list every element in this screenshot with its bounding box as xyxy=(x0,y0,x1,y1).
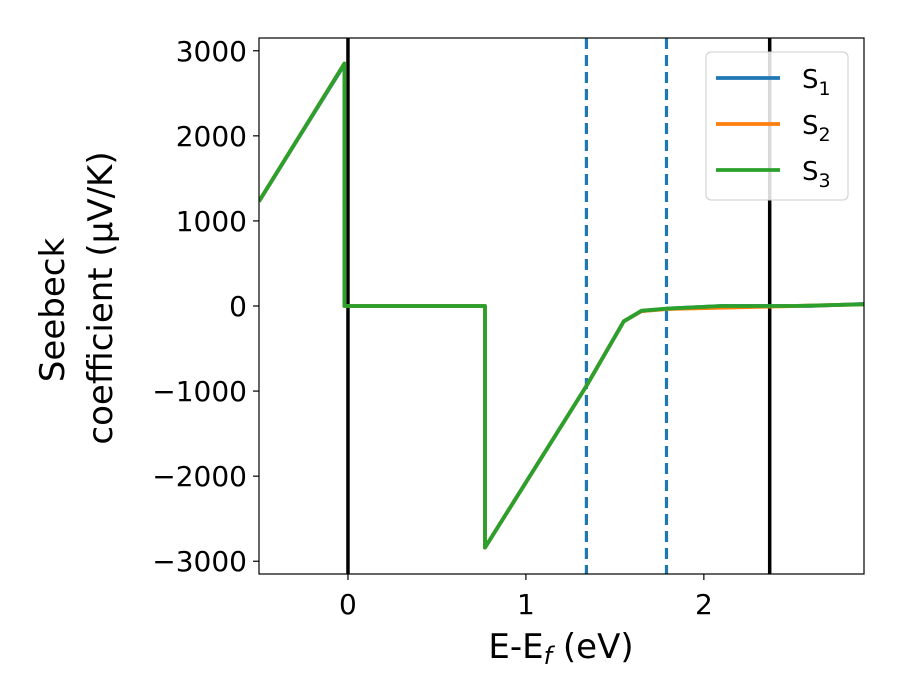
y-tick-label: 1000 xyxy=(176,205,247,238)
x-tick-label: 2 xyxy=(695,588,713,621)
x-axis-title: E-Ef (eV) xyxy=(488,627,633,670)
y-axis-title-line2: coefficient (μV/K) xyxy=(81,151,121,444)
y-tick-label: 3000 xyxy=(176,35,247,68)
legend-label-s2: S2 xyxy=(802,111,831,146)
y-axis-title-line1: Seebeck xyxy=(33,238,73,383)
legend-frame xyxy=(705,51,849,201)
legend: S1 S2 S3 xyxy=(705,51,849,201)
y-tick-label: 0 xyxy=(229,290,247,323)
y-tick-label: −3000 xyxy=(152,545,247,578)
y-axis-ticks: −3000 −2000 −1000 0 1000 2000 3000 xyxy=(152,35,259,578)
x-axis-ticks: 0 1 2 xyxy=(339,574,713,621)
legend-label-s1: S1 xyxy=(802,65,831,100)
x-tick-label: 1 xyxy=(517,588,535,621)
x-tick-label: 0 xyxy=(339,588,357,621)
y-tick-label: 2000 xyxy=(176,120,247,153)
legend-label-s3: S3 xyxy=(802,157,831,192)
y-tick-label: −2000 xyxy=(152,460,247,493)
series-line-s3 xyxy=(259,61,864,550)
y-tick-label: −1000 xyxy=(152,375,247,408)
series-lines xyxy=(259,61,864,550)
